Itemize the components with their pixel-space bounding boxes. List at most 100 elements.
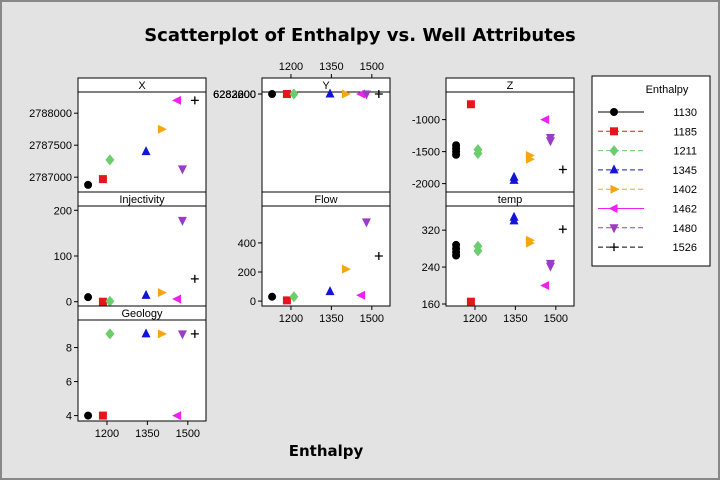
legend-marker-1402 [610, 184, 620, 194]
data-point-1402 [525, 154, 535, 164]
data-point-1345 [141, 146, 151, 156]
y-tick-label: 0 [66, 297, 72, 309]
panel-geology: Geology 4 6 8 1200 1350 1500 [66, 305, 207, 440]
legend-entry: 1480 [673, 223, 697, 235]
panel-strip-label: X [138, 80, 146, 92]
y-tick-label: -2000 [412, 179, 440, 191]
x-tick-label: 1200 [95, 428, 119, 440]
x-tick-label: 1500 [544, 313, 568, 325]
legend-entry: 1185 [673, 126, 697, 138]
panel-injectivity: Injectivity 0 100 200 [54, 191, 207, 309]
y-tick-label: 240 [422, 262, 440, 274]
panel-temp: temp 160 240 320 1200 1350 1500 [422, 191, 575, 325]
data-point-1526 [374, 252, 383, 260]
y-tick-label: 0 [250, 296, 256, 308]
data-point-1462 [172, 294, 182, 304]
legend: Enthalpy 1130 1185 1211 1345 1402 1462 1480 1526 [591, 75, 711, 267]
data-point-1526 [374, 90, 383, 99]
legend-entry: 1345 [673, 165, 697, 177]
y-tick-label: 6283200 [213, 89, 256, 101]
data-point-1130 [84, 180, 93, 189]
y-tick-label: 160 [422, 299, 440, 311]
panel-strip-label: Injectivity [119, 194, 165, 206]
data-point-1480 [361, 90, 371, 100]
y-tick-label: 200 [54, 205, 72, 217]
data-point-1345 [325, 286, 335, 296]
legend-marker-1526 [610, 243, 618, 252]
data-point-1402 [525, 235, 535, 245]
data-point-1345 [509, 211, 519, 221]
data-point-1211 [289, 88, 299, 100]
data-point-1185 [466, 100, 475, 109]
y-tick-label: 200 [238, 267, 256, 279]
legend-marker-1211 [609, 145, 619, 157]
x-axis-label: Enthalpy [289, 442, 364, 460]
x-tick-label: 1500 [176, 428, 200, 440]
y-tick-label: 4 [66, 411, 72, 423]
data-point-1130 [268, 292, 277, 301]
data-point-1185 [282, 90, 291, 99]
data-point-1345 [509, 174, 519, 184]
y-tick-label: 320 [422, 225, 440, 237]
data-point-1480 [361, 218, 371, 228]
data-point-1211 [473, 240, 483, 252]
x-tick-label: 1200 [463, 313, 487, 325]
legend-entry: 1462 [673, 204, 697, 216]
legend-marker-1462 [608, 204, 618, 213]
legend-entry: 1130 [673, 107, 697, 119]
data-point-1526 [558, 165, 567, 174]
data-point-1345 [141, 328, 151, 338]
data-point-1402 [341, 89, 351, 99]
y-tick-label: -1500 [412, 147, 440, 159]
panel-x: X 2787000 2787500 2788000 [29, 77, 207, 193]
y-tick-label: 2788000 [29, 108, 72, 120]
panel-z: Z -2000 -1500 -1000 [412, 77, 575, 193]
data-point-1462 [540, 281, 550, 291]
data-point-1402 [157, 124, 167, 134]
chart-title: Scatterplot of Enthalpy vs. Well Attribu… [144, 25, 576, 46]
data-point-1345 [141, 289, 151, 299]
x-tick-label: 1200 [279, 313, 303, 325]
data-point-1402 [157, 329, 167, 339]
data-point-1345 [325, 88, 335, 98]
data-point-1526 [190, 274, 199, 283]
data-point-1526 [190, 96, 199, 105]
legend-entry: 1526 [673, 242, 697, 254]
panel-strip-label: Geology [122, 308, 163, 320]
data-point-1462 [356, 290, 366, 300]
data-point-1185 [282, 296, 291, 305]
legend-marker-1345 [609, 164, 619, 174]
data-point-1211 [105, 154, 115, 166]
legend-marker-1480 [609, 224, 619, 234]
data-point-1130 [84, 293, 93, 302]
x-tick-label: 1500 [360, 313, 384, 325]
data-point-1130 [452, 150, 461, 159]
y-tick-label: 2787500 [29, 140, 72, 152]
data-point-1462 [172, 95, 182, 105]
legend-marker-1130 [610, 108, 618, 116]
legend-marker-1185 [610, 127, 618, 136]
data-point-1480 [545, 259, 555, 269]
data-point-1402 [341, 264, 351, 274]
legend-entry: 1211 [673, 146, 697, 158]
data-point-1211 [473, 148, 483, 160]
y-tick-label: 100 [54, 251, 72, 263]
y-tick-label: 6 [66, 377, 72, 389]
data-point-1211 [289, 291, 299, 303]
y-tick-label: -1000 [412, 115, 440, 127]
data-point-1185 [98, 411, 107, 420]
data-point-1185 [98, 175, 107, 184]
data-point-1402 [157, 288, 167, 298]
x-tick-label: 1350 [319, 61, 343, 73]
legend-entry: 1402 [673, 184, 697, 196]
data-point-1211 [105, 328, 115, 340]
y-tick-label: 400 [238, 238, 256, 250]
data-point-1526 [190, 329, 199, 338]
x-tick-label: 1350 [319, 313, 343, 325]
data-point-1480 [177, 216, 187, 226]
data-point-1480 [177, 165, 187, 175]
panel-flow: Flow 0 200 400 1200 1350 1500 [238, 191, 391, 325]
legend-title: Enthalpy [646, 84, 689, 96]
data-point-1185 [466, 297, 475, 306]
